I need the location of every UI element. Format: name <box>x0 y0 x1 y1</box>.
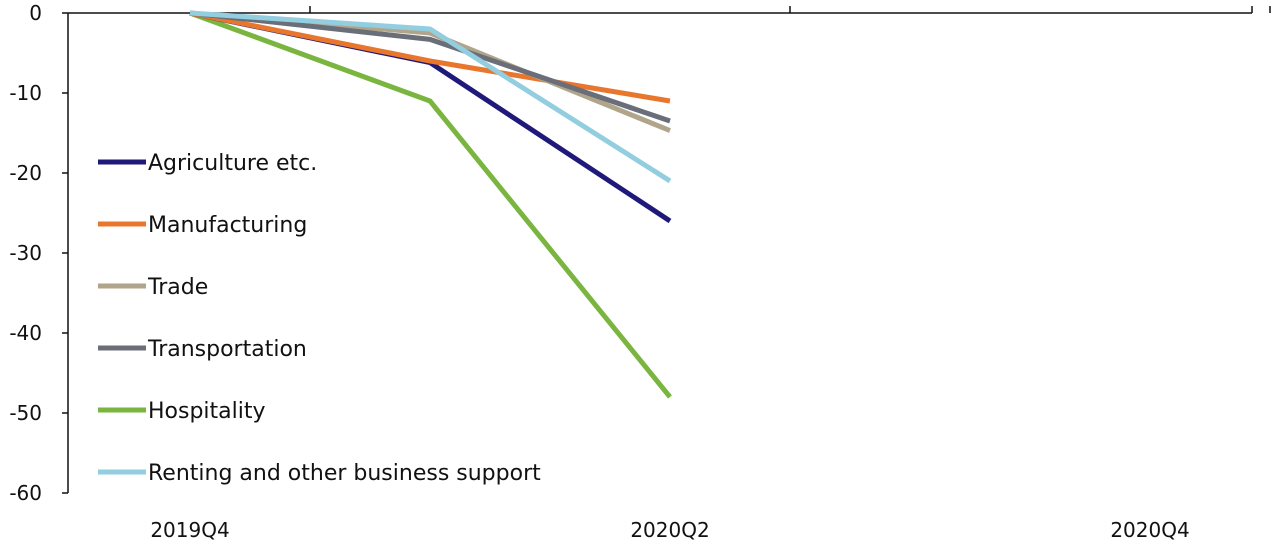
y-axis: 0 -10 -20 -30 -40 -50 -60 <box>9 1 69 505</box>
legend-label: Hospitality <box>148 399 266 424</box>
x-axis: 2019Q4 2020Q2 2020Q4 <box>68 6 1271 542</box>
legend-label: Transportation <box>147 337 307 362</box>
x-tick-label: 2020Q4 <box>1110 518 1189 542</box>
series-line-agriculture-etc <box>189 10 672 224</box>
legend-label: Renting and other business support <box>148 461 541 486</box>
series-line-transportation <box>189 10 671 124</box>
y-tick-label: -20 <box>9 161 42 185</box>
y-tick-label: -50 <box>9 401 42 425</box>
legend-label: Manufacturing <box>148 213 307 238</box>
series-lines <box>189 10 672 399</box>
y-tick-label: -30 <box>9 241 42 265</box>
series-line-renting-and-other-business-support <box>189 10 672 184</box>
series-line-manufacturing <box>189 10 671 104</box>
x-tick-label: 2019Q4 <box>150 518 229 542</box>
legend: Agriculture etc. Manufacturing Trade Transp… <box>98 151 541 486</box>
y-tick-label: 0 <box>29 1 42 25</box>
series-line-hospitality <box>189 10 672 399</box>
y-tick-label: -40 <box>9 321 42 345</box>
y-tick-label: -60 <box>9 481 42 505</box>
legend-label: Agriculture etc. <box>148 151 317 176</box>
y-tick-label: -10 <box>9 81 42 105</box>
x-tick-label: 2020Q2 <box>630 518 709 542</box>
legend-label: Trade <box>147 275 208 300</box>
